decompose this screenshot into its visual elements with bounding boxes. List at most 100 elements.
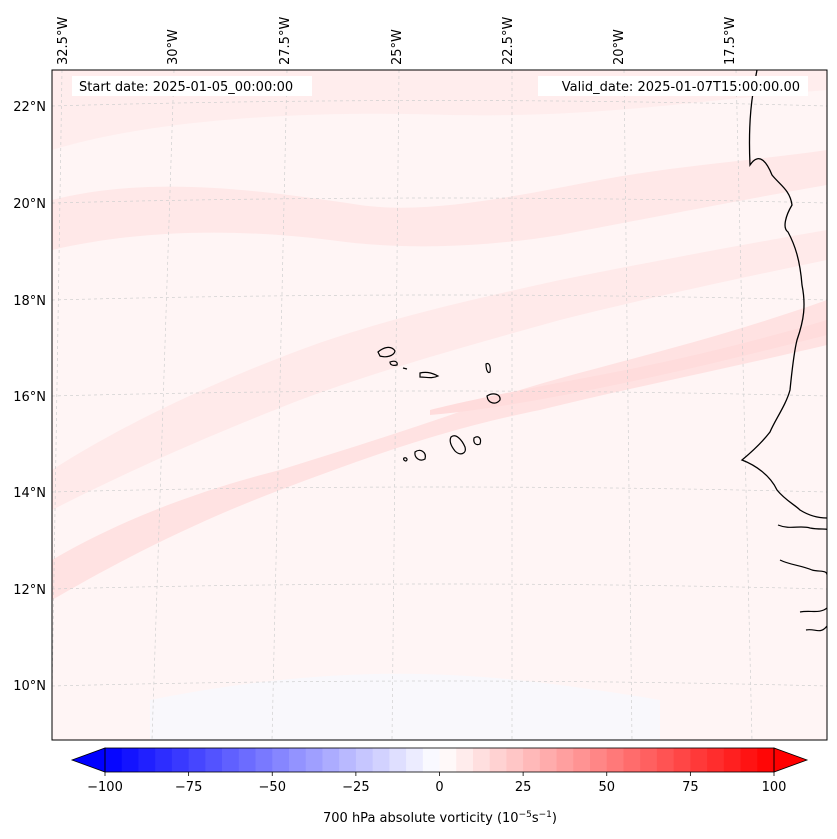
colorbar-swatch bbox=[489, 748, 507, 772]
island-fogo bbox=[414, 449, 426, 461]
colorbar-swatch bbox=[222, 748, 240, 772]
parallel-14n bbox=[52, 486, 827, 493]
meridian-30w bbox=[151, 70, 175, 740]
island-sal bbox=[485, 362, 491, 374]
island-sao-vicente bbox=[389, 360, 398, 366]
parallel-18n bbox=[52, 294, 827, 301]
colorbar-swatch bbox=[255, 748, 273, 772]
lon-label-22.5w: 22.5°W bbox=[501, 17, 516, 65]
colorbar-tick-label: −25 bbox=[342, 780, 369, 795]
colorbar-swatch bbox=[673, 748, 691, 772]
colorbar-swatch bbox=[456, 748, 474, 772]
lon-label-27.5w: 27.5°W bbox=[278, 17, 293, 65]
colorbar-label-main: 700 hPa absolute vorticity (10 bbox=[323, 811, 519, 826]
colorbar-swatch bbox=[355, 748, 374, 772]
parallel-16n bbox=[52, 390, 827, 397]
lat-label-12n: 12°N bbox=[13, 583, 46, 598]
start-date-label: Start date: 2025-01-05_00:00:00 bbox=[79, 80, 293, 95]
lat-label-14n: 14°N bbox=[13, 486, 46, 501]
colorbar-swatch bbox=[188, 748, 206, 772]
colorbar: −100 −75 −50 −25 0 25 50 75 100 700 hPa absolute… bbox=[70, 747, 809, 826]
vorticity-low-south bbox=[150, 673, 660, 740]
colorbar-label-exp1: −5 bbox=[519, 810, 532, 820]
colorbar-label-end: ) bbox=[552, 811, 557, 826]
lon-label-32.5w: 32.5°W bbox=[56, 17, 71, 65]
parallel-22n bbox=[52, 100, 827, 107]
colorbar-swatch bbox=[322, 748, 340, 772]
lon-label-17.5w: 17.5°W bbox=[723, 17, 738, 65]
colorbar-tick-label: −100 bbox=[87, 780, 123, 795]
colorbar-swatch bbox=[707, 748, 725, 772]
lon-label-30w: 30°W bbox=[166, 29, 181, 65]
gambia-coast bbox=[777, 524, 827, 632]
island-brava bbox=[403, 457, 408, 462]
colorbar-swatch bbox=[539, 748, 557, 772]
lat-label-22n: 22°N bbox=[13, 100, 46, 115]
lon-label-25w: 25°W bbox=[390, 29, 405, 65]
colorbar-swatch bbox=[439, 748, 457, 772]
colorbar-tick-label: −50 bbox=[259, 780, 286, 795]
colorbar-label-unit: s bbox=[532, 811, 539, 826]
parallel-12n bbox=[52, 583, 827, 590]
island-santa-luzia bbox=[402, 367, 408, 370]
colorbar-min-arrow bbox=[70, 747, 106, 773]
colorbar-swatch bbox=[656, 748, 675, 772]
longitude-labels: 32.5°W 30°W 27.5°W 25°W 22.5°W 20°W 17.5… bbox=[56, 17, 738, 65]
africa-coastline bbox=[740, 70, 827, 519]
colorbar-swatch bbox=[472, 748, 491, 772]
colorbar-swatch bbox=[138, 748, 156, 772]
colorbar-swatch bbox=[590, 748, 608, 772]
colorbar-tick-label: −75 bbox=[175, 780, 202, 795]
colorbar-swatch bbox=[105, 748, 123, 772]
vorticity-streak bbox=[430, 320, 827, 415]
map-frame bbox=[51, 69, 828, 741]
lon-label-20w: 20°W bbox=[612, 29, 627, 65]
vorticity-band-north bbox=[52, 150, 827, 250]
graticule bbox=[52, 70, 827, 740]
map-panel: Start date: 2025-01-05_00:00:00 Valid_da… bbox=[52, 70, 827, 740]
colorbar-swatch bbox=[740, 748, 758, 772]
colorbar-swatch bbox=[723, 748, 741, 772]
colorbar-swatch bbox=[506, 748, 524, 772]
colorbar-swatch bbox=[288, 748, 307, 772]
colorbar-swatch bbox=[305, 748, 323, 772]
colorbar-tick-label: 75 bbox=[682, 780, 699, 795]
colorbar-tick-label: 25 bbox=[515, 780, 532, 795]
colorbar-swatch bbox=[556, 748, 574, 772]
lat-label-10n: 10°N bbox=[13, 679, 46, 694]
colorbar-tick-label: 0 bbox=[435, 780, 443, 795]
colorbar-swatch bbox=[205, 748, 223, 772]
colorbar-swatch bbox=[606, 748, 624, 772]
meridian-25w bbox=[391, 70, 400, 740]
vorticity-band-central bbox=[52, 230, 827, 510]
colorbar-swatch bbox=[171, 748, 190, 772]
cape-verde-islands bbox=[377, 346, 501, 462]
colorbar-swatch bbox=[573, 748, 591, 772]
colorbar-swatch bbox=[389, 748, 407, 772]
meridian-20w bbox=[623, 70, 633, 740]
colorbar-swatch bbox=[272, 748, 290, 772]
meridian-17.5w bbox=[735, 70, 753, 740]
colorbar-swatch bbox=[757, 748, 775, 772]
colorbar-swatch bbox=[406, 748, 424, 772]
colorbar-swatch bbox=[238, 748, 256, 772]
lat-label-16n: 16°N bbox=[13, 390, 46, 405]
colorbar-tick-label: 50 bbox=[598, 780, 615, 795]
colorbar-ticks: −100 −75 −50 −25 0 25 50 75 100 bbox=[87, 772, 786, 795]
colorbar-swatch bbox=[372, 748, 390, 772]
island-santo-antao bbox=[377, 346, 396, 358]
colorbar-tick-label: 100 bbox=[762, 780, 787, 795]
colorbar-label-exp2: −1 bbox=[539, 810, 552, 820]
colorbar-swatch bbox=[690, 748, 708, 772]
island-sao-nicolau bbox=[419, 371, 440, 379]
colorbar-max-arrow bbox=[773, 747, 809, 773]
island-santiago bbox=[449, 435, 466, 455]
meridian-27.5w bbox=[271, 70, 288, 740]
colorbar-label: 700 hPa absolute vorticity (10−5s−1) bbox=[323, 810, 557, 826]
lat-label-20n: 20°N bbox=[13, 197, 46, 212]
colorbar-swatch bbox=[339, 748, 357, 772]
colorbar-swatch bbox=[422, 748, 440, 772]
lat-label-18n: 18°N bbox=[13, 294, 46, 309]
colorbar-swatch bbox=[623, 748, 641, 772]
